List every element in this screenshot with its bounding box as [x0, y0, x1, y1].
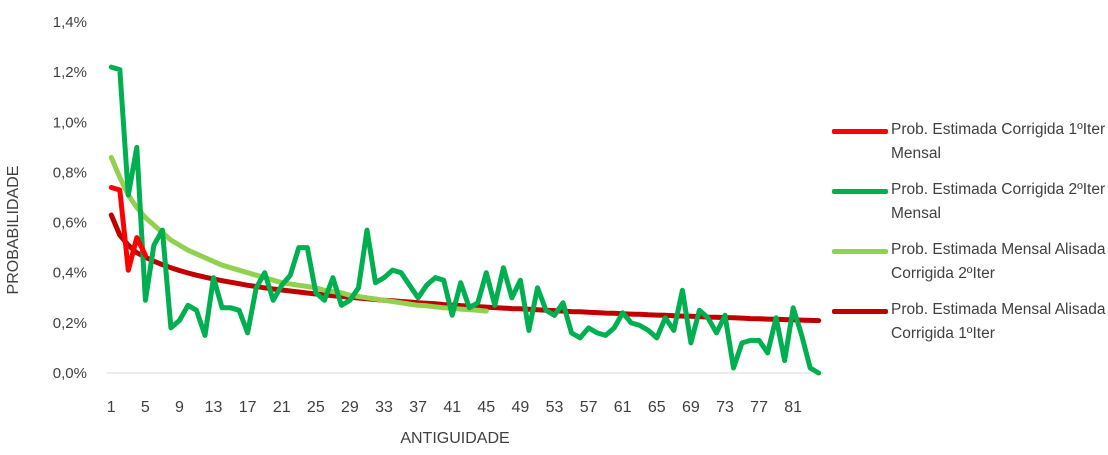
x-tick-label: 61 [614, 399, 632, 416]
y-tick-label: 0,6% [53, 215, 87, 232]
legend-label-4: Prob. Estimada Mensal Alisada Corrigida … [891, 301, 1106, 342]
y-tick-label: 0,2% [53, 315, 87, 332]
legend-swatch-2 [832, 189, 888, 194]
x-tick-label: 77 [750, 399, 768, 416]
x-tick-label: 21 [273, 399, 291, 416]
y-tick-label: 0,4% [53, 265, 87, 282]
legend-label-3: Prob. Estimada Mensal Alisada Corrigida … [891, 241, 1106, 282]
x-tick-label: 81 [784, 399, 802, 416]
legend-label-1: Prob. Estimada Corrigida 1ºIter Mensal [891, 121, 1106, 162]
x-tick-label: 9 [175, 399, 184, 416]
x-tick-label: 45 [477, 399, 495, 416]
y-axis-label: PROBABILIDADE [5, 165, 22, 295]
y-axis-tick-labels: 0,0% 0,2% 0,4% 0,6% 0,8% 1,0% 1,2% 1,4% [53, 14, 87, 382]
y-tick-label: 1,4% [53, 14, 87, 31]
y-tick-label: 0,0% [53, 365, 87, 382]
series-line-1 [108, 185, 148, 273]
series-line-2 [108, 64, 822, 376]
x-tick-label: 65 [648, 399, 666, 416]
legend-swatch-4 [832, 309, 888, 314]
legend-swatch-3 [832, 249, 888, 254]
series-line-4 [108, 212, 822, 324]
legend-swatch-1 [832, 129, 888, 134]
y-tick-label: 1,0% [53, 114, 87, 131]
y-tick-label: 0,8% [53, 164, 87, 181]
x-axis-label: ANTIGUIDADE [400, 430, 510, 447]
x-axis-tick-labels: 1 5 9 13 17 21 25 29 33 37 41 45 49 53 57 61 65 69 73 77 81 [107, 399, 802, 416]
x-tick-label: 37 [409, 399, 427, 416]
x-tick-label: 29 [341, 399, 359, 416]
x-tick-label: 69 [682, 399, 700, 416]
x-tick-label: 73 [716, 399, 734, 416]
x-tick-label: 57 [580, 399, 598, 416]
x-tick-label: 25 [307, 399, 325, 416]
x-tick-label: 33 [375, 399, 393, 416]
x-tick-label: 53 [546, 399, 564, 416]
y-tick-label: 1,2% [53, 64, 87, 81]
series-line-3 [108, 154, 489, 314]
x-tick-label: 41 [443, 399, 461, 416]
x-tick-label: 5 [141, 399, 150, 416]
x-tick-label: 13 [205, 399, 223, 416]
x-tick-label: 1 [107, 399, 116, 416]
x-tick-label: 49 [512, 399, 530, 416]
series-lines [108, 64, 822, 376]
x-tick-label: 17 [239, 399, 257, 416]
legend-label-2: Prob. Estimada Corrigida 2ºIter Mensal [891, 181, 1106, 222]
